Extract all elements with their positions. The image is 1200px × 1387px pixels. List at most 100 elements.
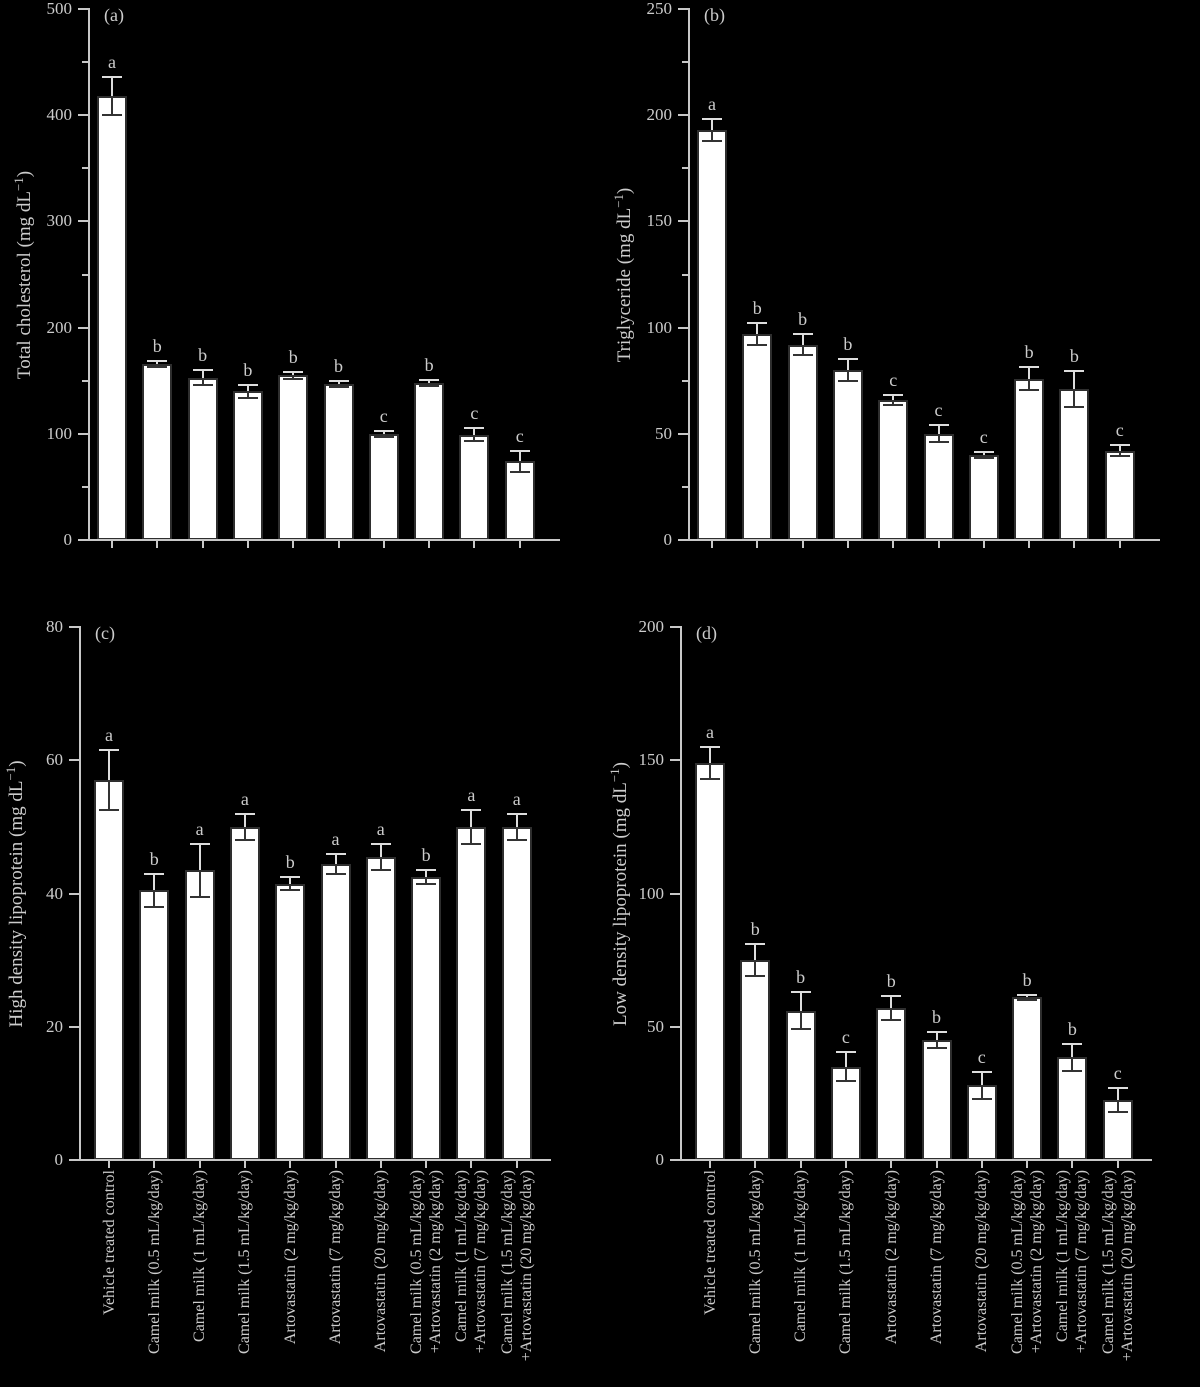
- bar: [785, 1010, 816, 1160]
- significance-letter: c: [889, 369, 898, 390]
- error-bar-upper-stem: [289, 876, 292, 884]
- error-bar-lower-cap: [928, 441, 949, 444]
- y-tick-label: 50: [655, 423, 672, 443]
- error-bar-lower-stem: [334, 863, 337, 874]
- y-tick: [78, 8, 88, 10]
- bar: [787, 344, 818, 540]
- x-category-label: Camel milk (1.5 mL/kg/day) +Artovastatin…: [498, 1170, 535, 1362]
- bar: [1012, 997, 1043, 1160]
- y-tick-label: 50: [647, 1016, 664, 1036]
- significance-letter: c: [515, 425, 524, 446]
- error-bar-lower-stem: [709, 762, 711, 779]
- bar: [142, 363, 173, 540]
- x-tick: [292, 541, 295, 548]
- y-tick: [78, 326, 88, 329]
- error-bar-lower-cap: [464, 440, 485, 443]
- y-tick: [678, 326, 688, 329]
- error-bar-lower-cap: [702, 139, 722, 142]
- y-minor-tick: [682, 379, 688, 382]
- error-bar-upper-stem: [980, 1072, 983, 1086]
- error-bar-upper-cap: [192, 369, 213, 372]
- x-tick: [801, 541, 804, 548]
- y-tick-label: 100: [638, 883, 665, 903]
- bar: [184, 870, 215, 1160]
- error-bar-lower-stem: [515, 826, 518, 841]
- error-bar-upper-stem: [201, 370, 204, 378]
- y-tick: [78, 220, 88, 223]
- error-bar-upper-cap: [837, 358, 858, 361]
- bar: [275, 883, 306, 1160]
- x-category-label: Camel milk (1 mL/kg/day): [191, 1170, 209, 1342]
- x-tick: [1071, 1161, 1074, 1168]
- x-tick: [201, 541, 204, 548]
- error-bar-upper-stem: [844, 1052, 847, 1067]
- x-tick: [982, 541, 985, 548]
- x-tick: [846, 541, 849, 548]
- bar: [323, 383, 354, 540]
- x-category-label: Vehicle treated control: [100, 1170, 118, 1315]
- y-tick-label: 200: [46, 317, 73, 337]
- error-bar-upper-cap: [280, 875, 301, 878]
- error-bar-lower-stem: [108, 780, 110, 811]
- x-category-label-anchor: Camel milk (1.5 mL/kg/day) +Artovastatin…: [1099, 1170, 1200, 1361]
- x-tick: [334, 1161, 337, 1168]
- x-tick: [337, 541, 340, 548]
- error-bar-lower-cap: [1109, 455, 1130, 458]
- significance-letter: b: [1067, 1019, 1077, 1040]
- bar: [139, 890, 170, 1160]
- x-tick: [246, 541, 249, 548]
- y-minor-tick: [682, 167, 688, 170]
- error-bar-lower-stem: [1073, 389, 1076, 408]
- error-bar-lower-cap: [283, 377, 304, 380]
- error-bar-lower-stem: [198, 870, 201, 897]
- y-axis-title-text: Low density lipoprotein (mg dL: [610, 781, 632, 1026]
- x-tick: [518, 541, 521, 548]
- error-bar-upper-stem: [334, 853, 337, 864]
- y-axis-line: [688, 8, 690, 541]
- y-tick-label: 60: [46, 750, 63, 770]
- bar: [742, 333, 773, 540]
- error-bar-upper-cap: [702, 118, 722, 121]
- error-bar-lower-cap: [280, 889, 301, 892]
- x-axis-line: [680, 1159, 1152, 1161]
- error-bar-lower-stem: [937, 433, 940, 443]
- bar: [456, 826, 487, 1160]
- x-tick: [1118, 541, 1121, 548]
- error-bar-upper-cap: [147, 359, 168, 362]
- y-tick: [670, 626, 680, 628]
- error-bar-upper-stem: [1118, 445, 1121, 451]
- error-bar-upper-stem: [337, 380, 340, 384]
- y-axis-line: [88, 8, 90, 541]
- x-tick: [379, 1161, 382, 1168]
- y-axis-title: High density lipoprotein (mg dL−1): [0, 760, 28, 1027]
- bar: [229, 826, 260, 1160]
- error-bar-lower-cap: [99, 809, 119, 812]
- error-bar-lower-cap: [370, 869, 391, 872]
- significance-letter: b: [843, 334, 853, 355]
- error-bar-lower-stem: [153, 890, 156, 907]
- significance-letter: b: [288, 347, 298, 368]
- y-axis-title-text: ): [610, 761, 632, 768]
- y-tick-label: 500: [46, 0, 73, 18]
- error-bar-lower-stem: [470, 826, 473, 844]
- error-bar-upper-stem: [156, 360, 159, 364]
- error-bar-upper-cap: [189, 842, 210, 845]
- y-minor-tick: [82, 61, 88, 64]
- bar: [501, 826, 532, 1160]
- y-axis-title-text: High density lipoprotein (mg dL: [6, 780, 28, 1028]
- y-tick-label: 150: [646, 211, 673, 231]
- bar: [232, 391, 263, 540]
- error-bar-lower-cap: [192, 383, 213, 386]
- y-tick-label: 20: [46, 1016, 63, 1036]
- error-bar-upper-cap: [1064, 370, 1085, 373]
- error-bar-upper-cap: [928, 424, 949, 427]
- significance-letter: c: [1113, 1063, 1122, 1084]
- significance-letter: a: [108, 51, 116, 72]
- x-axis-line: [88, 539, 560, 541]
- y-tick-label: 300: [46, 211, 73, 231]
- y-minor-tick: [82, 273, 88, 276]
- error-bar-lower-stem: [754, 960, 757, 977]
- error-bar-upper-cap: [790, 991, 811, 994]
- x-category-label: Camel milk (1.5 mL/kg/day) +Artovastatin…: [1099, 1170, 1136, 1362]
- error-bar-lower-cap: [700, 777, 720, 780]
